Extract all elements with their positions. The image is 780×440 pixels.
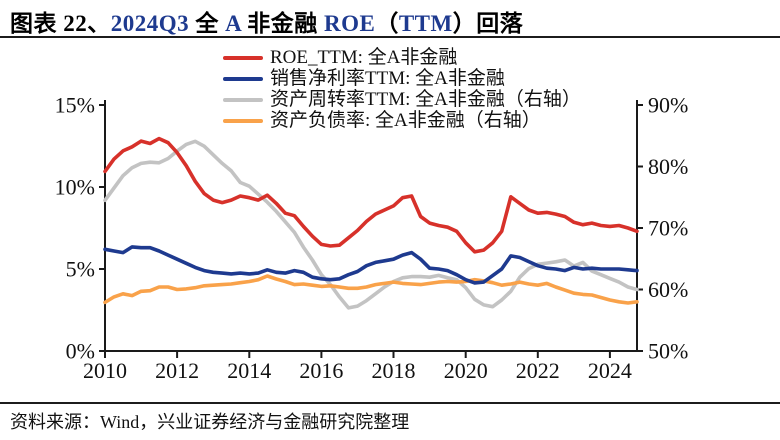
x-axis-tick-label: 2010 [83,358,127,383]
x-axis-tick-label: 2020 [444,358,488,383]
title-text: ）回落 [452,11,524,36]
x-axis-tick-label: 2022 [516,358,560,383]
figure-title: 图表 22、2024Q3 全 A 非金融 ROE（TTM）回落 [10,4,523,38]
title-accent-text: 2024Q3 [110,11,190,36]
series-asset-turnover-line [103,139,639,310]
legend-line-icon-asset-turnover [223,97,263,102]
title-text: 全 [189,11,226,36]
right-axis-tick-label: 50% [648,339,688,364]
right-axis-tick-label: 90% [648,93,688,118]
x-axis-tick-label: 2012 [155,358,199,383]
title-text: 非金融 [240,11,324,36]
legend-line-icon-debt-ratio [223,118,263,123]
title-accent-text: A [225,11,241,36]
legend-label-net-margin: 销售净利率TTM: 全A非金融 [270,68,505,89]
source-note: 资料来源：Wind，兴业证券经济与金融研究院整理 [10,412,410,432]
legend-line-icon-roe [223,55,263,60]
chart-legend: ROE_TTM: 全A非金融 销售净利率TTM: 全A非金融 资产周转率TTM: 全… [223,47,581,131]
legend-label-roe: ROE_TTM: 全A非金融 [270,47,458,68]
legend-item-net-margin: 销售净利率TTM: 全A非金融 [223,68,581,89]
x-axis-tick-label: 2016 [299,358,343,383]
legend-line-icon-net-margin [223,76,263,81]
legend-label-debt-ratio: 资产负债率: 全A非金融（右轴） [270,110,541,131]
plot-axes [104,100,638,352]
title-separator [0,36,780,38]
legend-item-roe: ROE_TTM: 全A非金融 [223,47,581,68]
left-axis-tick-label: 10% [55,175,95,200]
series-net-margin-line [103,245,639,285]
left-axis-tick-label: 0% [66,339,95,364]
legend-item-debt-ratio: 资产负债率: 全A非金融（右轴） [223,110,581,131]
footer-separator [0,402,780,404]
title-accent-text: TTM [398,11,453,36]
legend-item-asset-turnover: 资产周转率TTM: 全A非金融（右轴） [223,89,581,110]
series-roe-line [103,136,639,254]
series-debt-ratio-line [103,274,639,305]
legend-label-asset-turnover: 资产周转率TTM: 全A非金融（右轴） [270,89,581,110]
right-axis-tick-label: 70% [648,216,688,241]
title-text: 图表 22、 [10,11,111,36]
x-axis-tick-label: 2018 [372,358,416,383]
title-accent-text: ROE [323,11,376,36]
right-axis-tick-label: 80% [648,154,688,179]
title-text: （ [375,11,399,36]
left-axis-tick-label: 15% [55,93,95,118]
x-axis-tick-label: 2014 [227,358,271,383]
x-axis-tick-label: 2024 [588,358,632,383]
left-axis-tick-label: 5% [66,257,95,282]
right-axis-tick-label: 60% [648,277,688,302]
